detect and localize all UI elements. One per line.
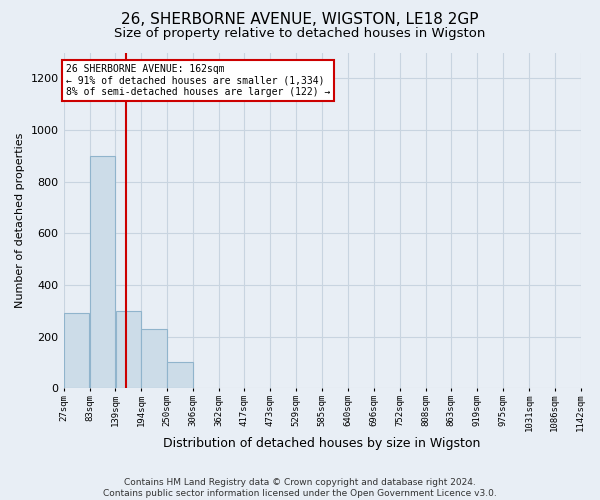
Text: Contains HM Land Registry data © Crown copyright and database right 2024.
Contai: Contains HM Land Registry data © Crown c…	[103, 478, 497, 498]
Text: 26, SHERBORNE AVENUE, WIGSTON, LE18 2GP: 26, SHERBORNE AVENUE, WIGSTON, LE18 2GP	[121, 12, 479, 28]
Bar	[116, 311, 141, 388]
Text: 26 SHERBORNE AVENUE: 162sqm
← 91% of detached houses are smaller (1,334)
8% of s: 26 SHERBORNE AVENUE: 162sqm ← 91% of det…	[66, 64, 330, 98]
Bar	[141, 329, 167, 388]
Text: Size of property relative to detached houses in Wigston: Size of property relative to detached ho…	[115, 28, 485, 40]
Bar	[90, 156, 115, 388]
Bar	[167, 362, 193, 388]
Y-axis label: Number of detached properties: Number of detached properties	[15, 132, 25, 308]
Bar	[64, 314, 89, 388]
X-axis label: Distribution of detached houses by size in Wigston: Distribution of detached houses by size …	[163, 437, 481, 450]
